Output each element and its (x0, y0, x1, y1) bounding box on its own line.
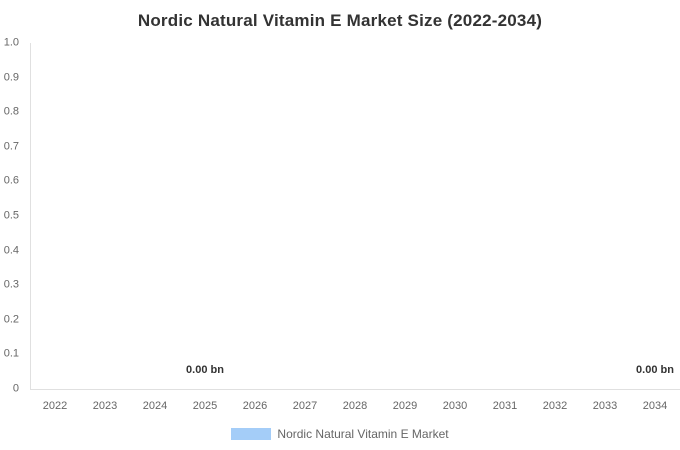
x-tick-label: 2029 (392, 400, 418, 412)
x-tick-label: 2027 (292, 400, 318, 412)
y-tick-label: 0 (12, 382, 19, 395)
x-tick-label: 2023 (92, 400, 118, 412)
x-tick-label: 2024 (142, 400, 168, 412)
y-tick-label: 0.7 (3, 140, 19, 153)
y-tick-label: 0.2 (3, 313, 19, 326)
y-tick-label: 0.6 (3, 174, 19, 187)
y-tick-label: 0.8 (3, 105, 19, 118)
x-tick-label: 2030 (442, 400, 468, 412)
x-tick-label: 2033 (592, 400, 618, 412)
legend-item[interactable]: Nordic Natural Vitamin E Market (0, 427, 680, 441)
x-tick-label: 2025 (192, 400, 218, 412)
x-tick-label: 2022 (42, 400, 68, 412)
y-tick-label: 1.0 (3, 36, 19, 49)
y-tick-label: 0.1 (3, 347, 19, 360)
x-tick-label: 2032 (542, 400, 568, 412)
x-tick-label: 2026 (242, 400, 268, 412)
y-tick-label: 0.9 (3, 71, 19, 84)
x-tick-label: 2028 (342, 400, 368, 412)
x-axis-line (30, 389, 680, 390)
data-label: 0.00 bn (636, 364, 674, 376)
y-tick-label: 0.4 (3, 244, 19, 257)
legend-swatch-icon (231, 428, 272, 440)
legend-label: Nordic Natural Vitamin E Market (277, 427, 449, 441)
x-tick-label: 2034 (642, 400, 668, 412)
y-tick-label: 0.3 (3, 278, 19, 291)
y-axis-line (30, 43, 31, 389)
x-tick-label: 2031 (492, 400, 518, 412)
y-tick-label: 0.5 (3, 209, 19, 222)
chart-title: Nordic Natural Vitamin E Market Size (20… (137, 11, 543, 30)
data-label: 0.00 bn (186, 364, 224, 376)
